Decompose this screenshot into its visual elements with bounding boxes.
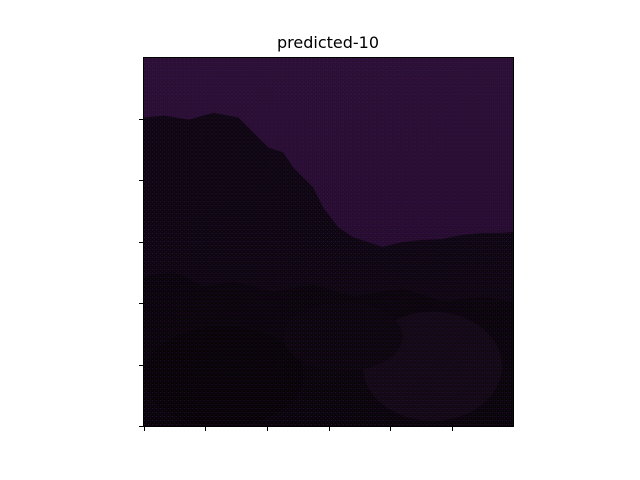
figure-title: predicted-10: [276, 33, 380, 52]
predicted-image-svg: [144, 58, 513, 426]
predicted-image: [143, 57, 514, 427]
pixel-texture: [144, 58, 513, 426]
